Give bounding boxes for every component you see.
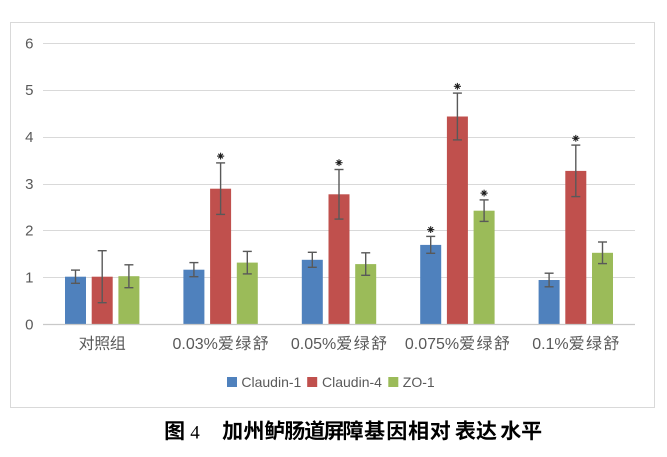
svg-text:2: 2 (25, 223, 33, 240)
svg-text:0.075%: 0.075% (405, 336, 459, 353)
svg-text:4: 4 (25, 129, 33, 146)
svg-text:3: 3 (25, 176, 33, 193)
svg-text:5: 5 (25, 82, 33, 99)
svg-text:0.05%: 0.05% (291, 336, 336, 353)
svg-text:6: 6 (25, 35, 33, 52)
svg-text:Claudin-1: Claudin-1 (241, 374, 301, 390)
svg-text:ZO-1: ZO-1 (403, 374, 435, 390)
svg-text:0.1%: 0.1% (532, 336, 568, 353)
svg-text:4: 4 (190, 423, 200, 444)
svg-text:1: 1 (25, 270, 33, 287)
svg-text:Claudin-4: Claudin-4 (322, 374, 382, 390)
svg-text:0: 0 (25, 316, 33, 333)
svg-text:0.03%: 0.03% (173, 336, 218, 353)
